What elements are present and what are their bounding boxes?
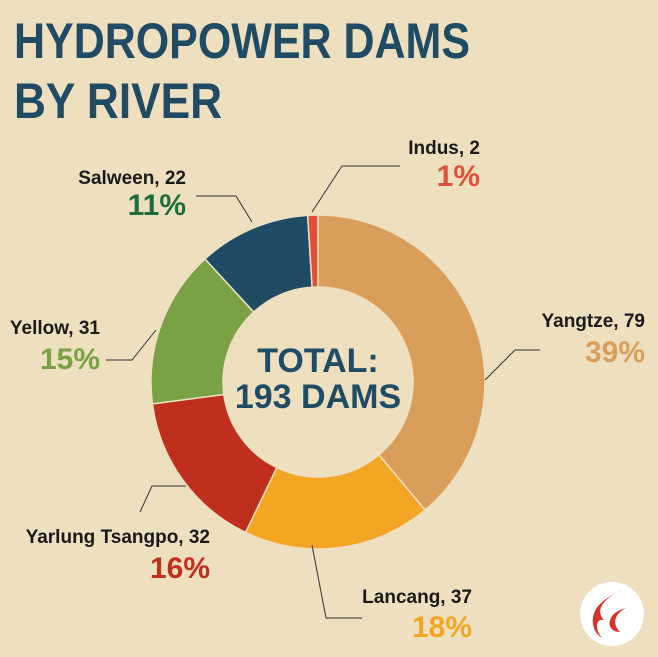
slice-label: Salween, 22 bbox=[78, 168, 186, 189]
slice bbox=[306, 214, 319, 288]
share-label: 39% bbox=[585, 336, 645, 369]
chart-title: BY RIVER bbox=[14, 73, 222, 129]
leader-line bbox=[106, 329, 157, 361]
slice-label: Yarlung Tsangpo, 32 bbox=[26, 527, 210, 548]
chart-title: HYDROPOWER DAMS bbox=[14, 13, 470, 69]
slice-label: Yangtze, 79 bbox=[542, 311, 646, 332]
leader-line bbox=[484, 349, 540, 381]
share-label: 18% bbox=[412, 611, 472, 644]
logo bbox=[580, 582, 644, 646]
slice-label: Indus, 2 bbox=[408, 138, 480, 159]
share-label: 1% bbox=[437, 160, 480, 193]
leader-line bbox=[196, 195, 253, 223]
center-text: 193 DAMS bbox=[235, 378, 401, 416]
leader-line bbox=[311, 544, 362, 619]
share-label: 11% bbox=[128, 189, 186, 222]
slice-label: Yellow, 31 bbox=[10, 318, 101, 339]
center-text: TOTAL: bbox=[257, 342, 379, 380]
slice bbox=[317, 214, 486, 512]
share-label: 15% bbox=[40, 343, 100, 376]
leader-line bbox=[311, 165, 400, 213]
leader-line bbox=[139, 485, 186, 513]
slice-label: Lancang, 37 bbox=[362, 587, 472, 608]
share-label: 16% bbox=[150, 552, 210, 585]
